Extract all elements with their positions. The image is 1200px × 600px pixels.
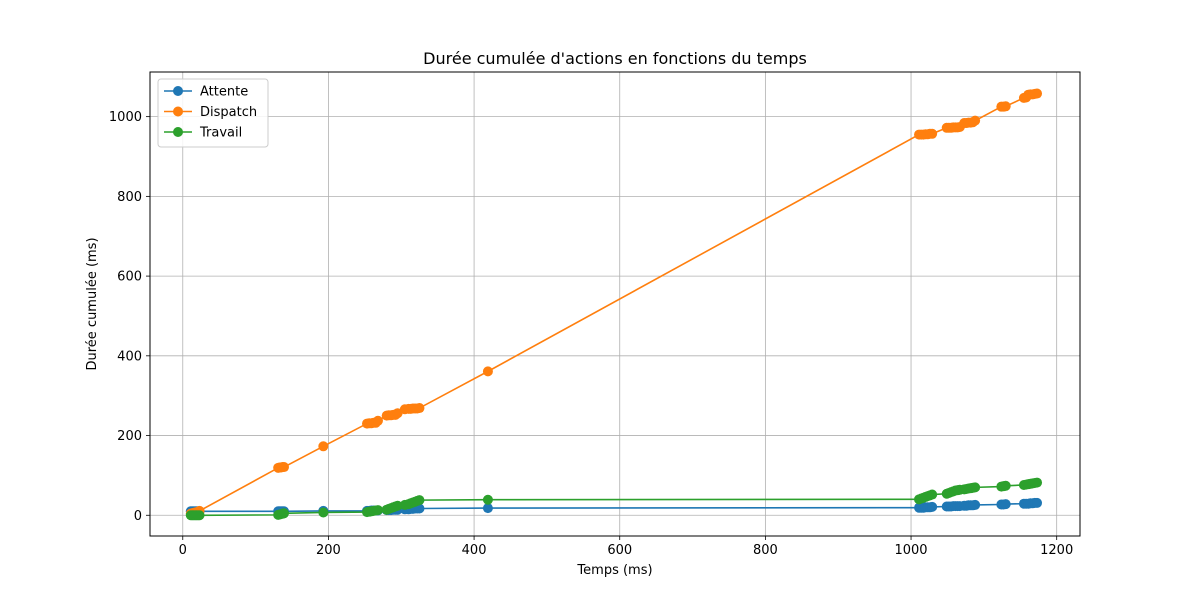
data-point-travail: [1000, 480, 1011, 491]
legend-box: [157, 78, 269, 148]
x-tick-label: 0: [179, 543, 187, 558]
y-tick-label: 1000: [109, 110, 142, 125]
data-point-travail: [194, 510, 205, 521]
data-point-dispatch: [1000, 101, 1011, 112]
legend-label: Attente: [200, 85, 248, 100]
data-point-dispatch: [482, 366, 493, 377]
y-tick-label: 0: [134, 509, 142, 524]
data-point-travail: [927, 489, 938, 500]
data-point-travail: [279, 508, 289, 519]
x-tick-label: 1200: [1040, 543, 1073, 558]
x-tick-label: 200: [316, 543, 341, 558]
legend-label: Travail: [199, 126, 242, 141]
data-point-travail: [970, 482, 981, 493]
data-point-travail: [482, 494, 493, 505]
legend-item-attente: Attente: [164, 85, 248, 100]
legend-item-travail: Travail: [164, 126, 242, 141]
legend-label: Dispatch: [200, 105, 257, 120]
data-point-dispatch: [392, 408, 403, 419]
x-tick-label: 800: [753, 543, 778, 558]
x-tick-label: 1000: [894, 543, 927, 558]
legend-swatch-marker: [173, 106, 183, 117]
y-tick-label: 600: [117, 270, 142, 285]
chart-title: Durée cumulée d'actions en fonctions du …: [423, 49, 807, 68]
data-point-attente: [970, 499, 981, 510]
x-tick-label: 600: [607, 543, 632, 558]
grid: [150, 72, 1080, 536]
data-point-dispatch: [414, 403, 425, 414]
data-point-travail: [372, 505, 383, 516]
series-area: [185, 88, 1043, 521]
series-travail: [185, 477, 1043, 521]
y-tick-label: 400: [117, 349, 142, 364]
data-point-dispatch: [372, 415, 383, 426]
x-tick-label: 400: [462, 543, 487, 558]
data-point-dispatch: [279, 462, 289, 473]
y-tick-label: 200: [117, 429, 142, 444]
ticks: 0 200 400 600 800 1000 1200 0 200 400 600 800 1000: [109, 110, 1073, 558]
y-tick-label: 800: [117, 190, 142, 205]
legend-swatch-marker: [173, 86, 183, 96]
legend-swatch-marker: [173, 127, 183, 137]
data-point-attente: [1000, 499, 1011, 510]
data-point-travail: [1032, 477, 1043, 488]
legend: Attente Dispatch Travail: [157, 78, 269, 148]
data-point-dispatch: [970, 115, 981, 126]
data-point-travail: [392, 500, 403, 511]
data-point-attente: [927, 501, 938, 512]
y-axis-label: Durée cumulée (ms): [85, 237, 100, 370]
plot-frame: [149, 71, 1081, 537]
data-point-attente: [482, 503, 493, 514]
data-point-attente: [1032, 497, 1043, 508]
data-point-travail: [318, 507, 329, 518]
data-point-dispatch: [1032, 88, 1043, 99]
data-point-travail: [414, 495, 425, 506]
data-point-dispatch: [318, 441, 329, 452]
x-axis-label: Temps (ms): [576, 563, 652, 578]
data-point-dispatch: [927, 128, 938, 139]
legend-item-dispatch: Dispatch: [164, 105, 257, 120]
